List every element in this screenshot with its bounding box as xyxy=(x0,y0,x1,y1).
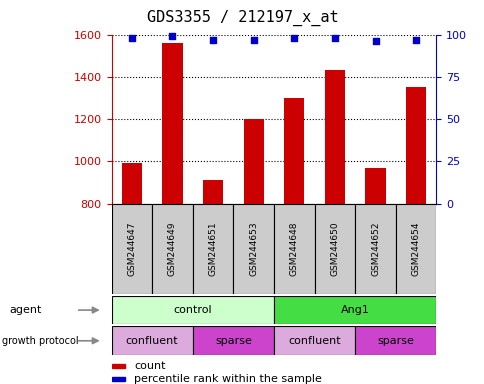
Bar xyxy=(111,204,152,294)
Bar xyxy=(314,204,354,294)
Point xyxy=(411,36,419,43)
Bar xyxy=(152,204,192,294)
Bar xyxy=(354,326,436,355)
Bar xyxy=(111,377,124,381)
Bar xyxy=(233,204,273,294)
Bar xyxy=(364,168,385,204)
Text: control: control xyxy=(173,305,212,315)
Text: GSM244652: GSM244652 xyxy=(370,222,379,276)
Bar xyxy=(193,326,273,355)
Bar xyxy=(273,296,436,324)
Bar xyxy=(405,88,425,204)
Text: GSM244647: GSM244647 xyxy=(127,222,136,276)
Text: Ang1: Ang1 xyxy=(340,305,369,315)
Text: GSM244651: GSM244651 xyxy=(208,221,217,276)
Text: growth protocol: growth protocol xyxy=(2,336,79,346)
Bar xyxy=(162,43,182,204)
Text: GSM244650: GSM244650 xyxy=(330,221,339,276)
Bar xyxy=(111,364,124,368)
Bar xyxy=(324,71,345,204)
Bar xyxy=(354,204,395,294)
Text: percentile rank within the sample: percentile rank within the sample xyxy=(134,374,321,384)
Text: GSM244654: GSM244654 xyxy=(411,222,420,276)
Text: count: count xyxy=(134,361,166,371)
Bar xyxy=(193,204,233,294)
Bar xyxy=(284,98,304,204)
Point xyxy=(331,35,338,41)
Bar xyxy=(111,326,193,355)
Text: agent: agent xyxy=(9,305,41,315)
Point xyxy=(168,33,176,39)
Point xyxy=(249,36,257,43)
Bar xyxy=(273,204,314,294)
Text: sparse: sparse xyxy=(377,336,413,346)
Point xyxy=(371,38,378,45)
Bar xyxy=(121,164,142,204)
Bar xyxy=(202,180,223,204)
Text: GSM244648: GSM244648 xyxy=(289,222,298,276)
Point xyxy=(290,35,298,41)
Text: confluent: confluent xyxy=(287,336,340,346)
Bar xyxy=(111,296,273,324)
Bar xyxy=(273,326,354,355)
Point xyxy=(209,36,216,43)
Text: GSM244649: GSM244649 xyxy=(167,222,177,276)
Text: confluent: confluent xyxy=(125,336,178,346)
Bar xyxy=(395,204,436,294)
Point xyxy=(128,35,136,41)
Text: GSM244653: GSM244653 xyxy=(249,221,257,276)
Text: GDS3355 / 212197_x_at: GDS3355 / 212197_x_at xyxy=(146,10,338,26)
Bar xyxy=(243,119,263,204)
Text: sparse: sparse xyxy=(214,336,251,346)
